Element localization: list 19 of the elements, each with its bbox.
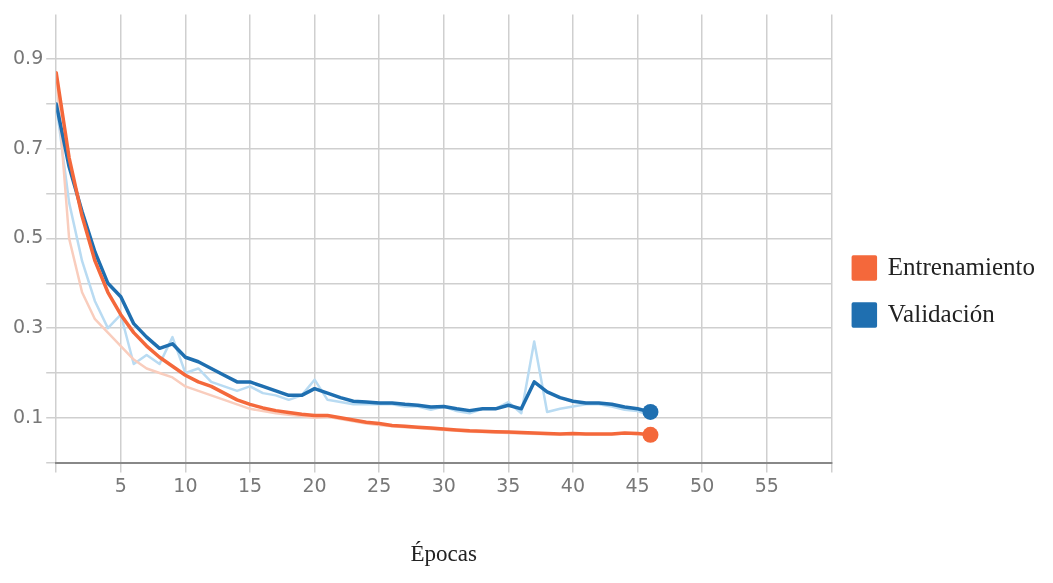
y-tick-label: 0.5 — [13, 225, 44, 248]
x-tick-label: 20 — [302, 473, 327, 496]
x-tick-label: 55 — [754, 473, 779, 496]
x-tick-label: 35 — [496, 473, 521, 496]
x-tick-label: 10 — [173, 473, 198, 496]
x-tick-label: 50 — [690, 473, 715, 496]
y-tick-label: 0.7 — [13, 135, 44, 158]
y-tick-label: 0.9 — [13, 46, 44, 69]
x-tick-label: 45 — [625, 473, 650, 496]
legend-label: Validación — [887, 299, 996, 327]
x-axis-title: Épocas — [410, 541, 478, 567]
legend-label: Entrenamiento — [887, 252, 1035, 280]
x-tick-label: 25 — [367, 473, 392, 496]
x-tick-label: 15 — [237, 473, 263, 496]
y-tick-label: 0.3 — [13, 315, 44, 338]
x-tick-label: 30 — [431, 473, 456, 496]
y-tick-label: 0.1 — [13, 404, 44, 427]
x-tick-label: 40 — [560, 473, 586, 496]
x-tick-label: 5 — [114, 473, 127, 496]
